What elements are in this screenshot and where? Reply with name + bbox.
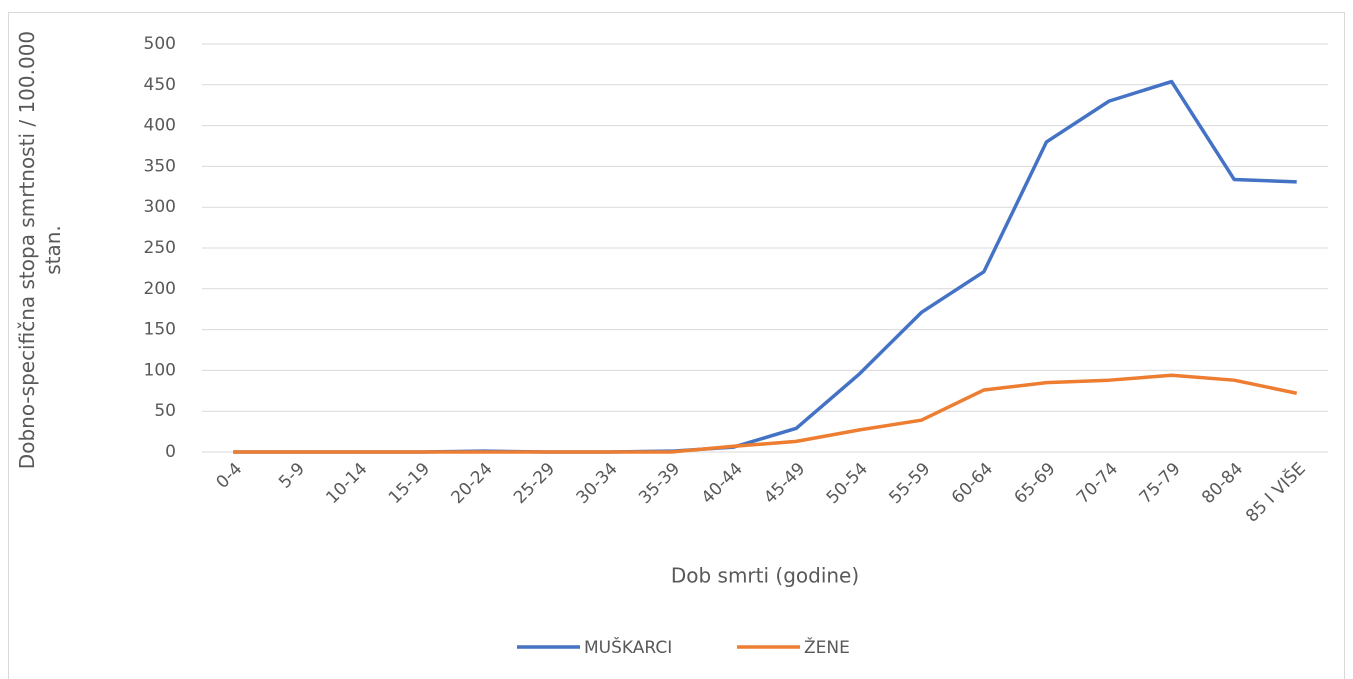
data-line bbox=[233, 79, 1297, 454]
x-tick-label: 30-34 bbox=[573, 459, 622, 508]
x-tick-label: 25-29 bbox=[510, 459, 559, 508]
x-tick-label: 65-69 bbox=[1010, 459, 1059, 508]
y-tick-label: 400 bbox=[144, 116, 176, 136]
x-tick-label: 40-44 bbox=[698, 459, 747, 508]
x-tick-label: 10-14 bbox=[322, 459, 371, 508]
y-tick-label: 500 bbox=[144, 34, 176, 54]
x-tick-label: 20-24 bbox=[447, 459, 496, 508]
y-tick-label: 100 bbox=[144, 360, 176, 380]
x-tick-label: 60-64 bbox=[948, 459, 997, 508]
y-tick-label: 250 bbox=[144, 238, 176, 258]
x-tick-label: 55-59 bbox=[885, 459, 934, 508]
data-line bbox=[233, 373, 1298, 454]
x-tick-label: 70-74 bbox=[1073, 459, 1122, 508]
x-tick-label: 50-54 bbox=[823, 459, 872, 508]
y-tick-label: 350 bbox=[144, 156, 176, 176]
x-tick-label: 45-49 bbox=[760, 459, 809, 508]
y-tick-label: 0 bbox=[165, 442, 176, 462]
x-tick-label: 75-79 bbox=[1136, 459, 1185, 508]
y-tick-label: 300 bbox=[144, 197, 176, 217]
y-tick-label: 150 bbox=[144, 320, 176, 340]
chart-frame bbox=[8, 12, 1345, 679]
x-tick-label: 5-9 bbox=[275, 459, 309, 493]
x-tick-label: 35-39 bbox=[635, 459, 684, 508]
y-tick-label: 200 bbox=[144, 279, 176, 299]
y-tick-label: 450 bbox=[144, 75, 176, 95]
x-axis-title: Dob smrti (godine) bbox=[671, 564, 859, 588]
y-tick-label: 50 bbox=[154, 401, 176, 421]
x-tick-label: 85 I VIŠE bbox=[1241, 458, 1310, 527]
x-tick-label: 0-4 bbox=[213, 459, 247, 493]
x-tick-label: 80-84 bbox=[1198, 459, 1247, 508]
legend-label: ŽENE bbox=[804, 636, 850, 658]
x-tick-label: 15-19 bbox=[385, 459, 434, 508]
legend-label: MUŠKARCI bbox=[584, 636, 672, 658]
y-axis-title: Dobno-specifična stopa smrtnosti / 100.0… bbox=[15, 30, 65, 470]
